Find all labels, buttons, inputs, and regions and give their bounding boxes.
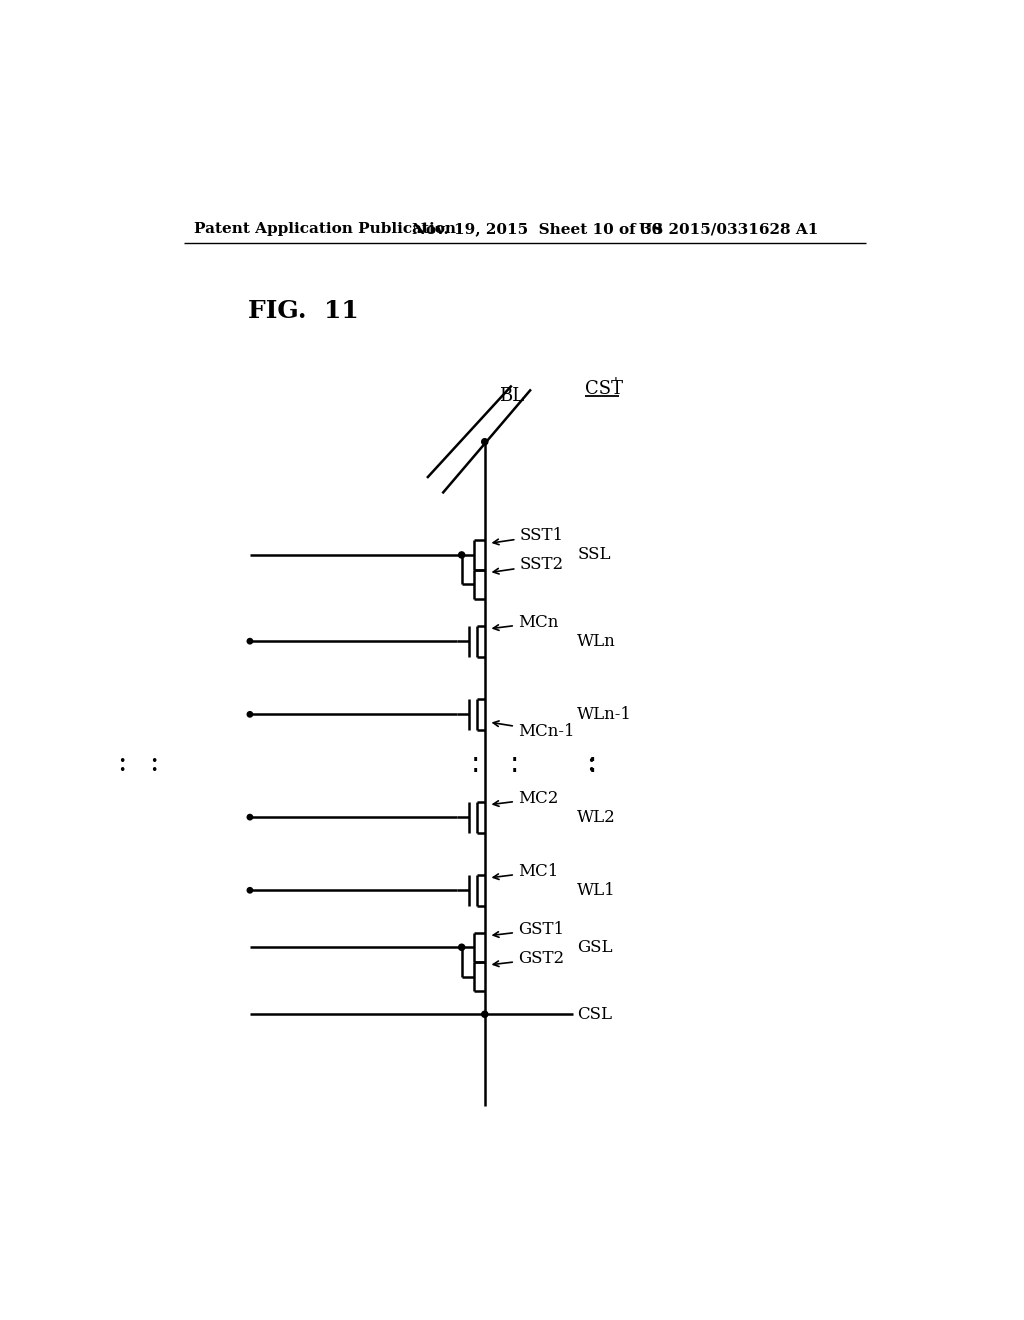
Text: GSL: GSL <box>578 939 612 956</box>
Text: FIG.  11: FIG. 11 <box>248 298 358 323</box>
Text: CST: CST <box>585 380 623 399</box>
Circle shape <box>481 1011 487 1018</box>
Text: Nov. 19, 2015  Sheet 10 of 30: Nov. 19, 2015 Sheet 10 of 30 <box>412 222 662 236</box>
Text: SST2: SST2 <box>494 557 563 574</box>
Text: :: : <box>117 750 126 777</box>
Text: MCn: MCn <box>494 614 558 631</box>
Circle shape <box>247 814 253 820</box>
Circle shape <box>459 552 465 558</box>
Text: MC2: MC2 <box>494 791 558 807</box>
Text: BL: BL <box>499 387 523 404</box>
Text: WL1: WL1 <box>578 882 615 899</box>
Text: SSL: SSL <box>578 546 610 564</box>
Text: :: : <box>587 750 596 777</box>
Text: GST1: GST1 <box>494 921 564 939</box>
Circle shape <box>247 711 253 717</box>
Circle shape <box>247 887 253 892</box>
Text: :: : <box>471 750 480 777</box>
Circle shape <box>481 438 487 445</box>
Text: WL2: WL2 <box>578 809 615 825</box>
Text: MC1: MC1 <box>494 863 558 880</box>
Text: :: : <box>588 750 597 777</box>
Text: :: : <box>148 750 159 777</box>
Text: WLn: WLn <box>578 632 615 649</box>
Text: :: : <box>509 750 519 777</box>
Text: US 2015/0331628 A1: US 2015/0331628 A1 <box>639 222 818 236</box>
Text: GST2: GST2 <box>494 950 564 968</box>
Text: Patent Application Publication: Patent Application Publication <box>194 222 456 236</box>
Text: MCn-1: MCn-1 <box>494 721 574 739</box>
Text: SST1: SST1 <box>494 527 563 545</box>
Text: WLn-1: WLn-1 <box>578 706 632 723</box>
Circle shape <box>247 639 253 644</box>
Text: ': ' <box>614 378 618 391</box>
Text: CSL: CSL <box>578 1006 612 1023</box>
Circle shape <box>459 944 465 950</box>
